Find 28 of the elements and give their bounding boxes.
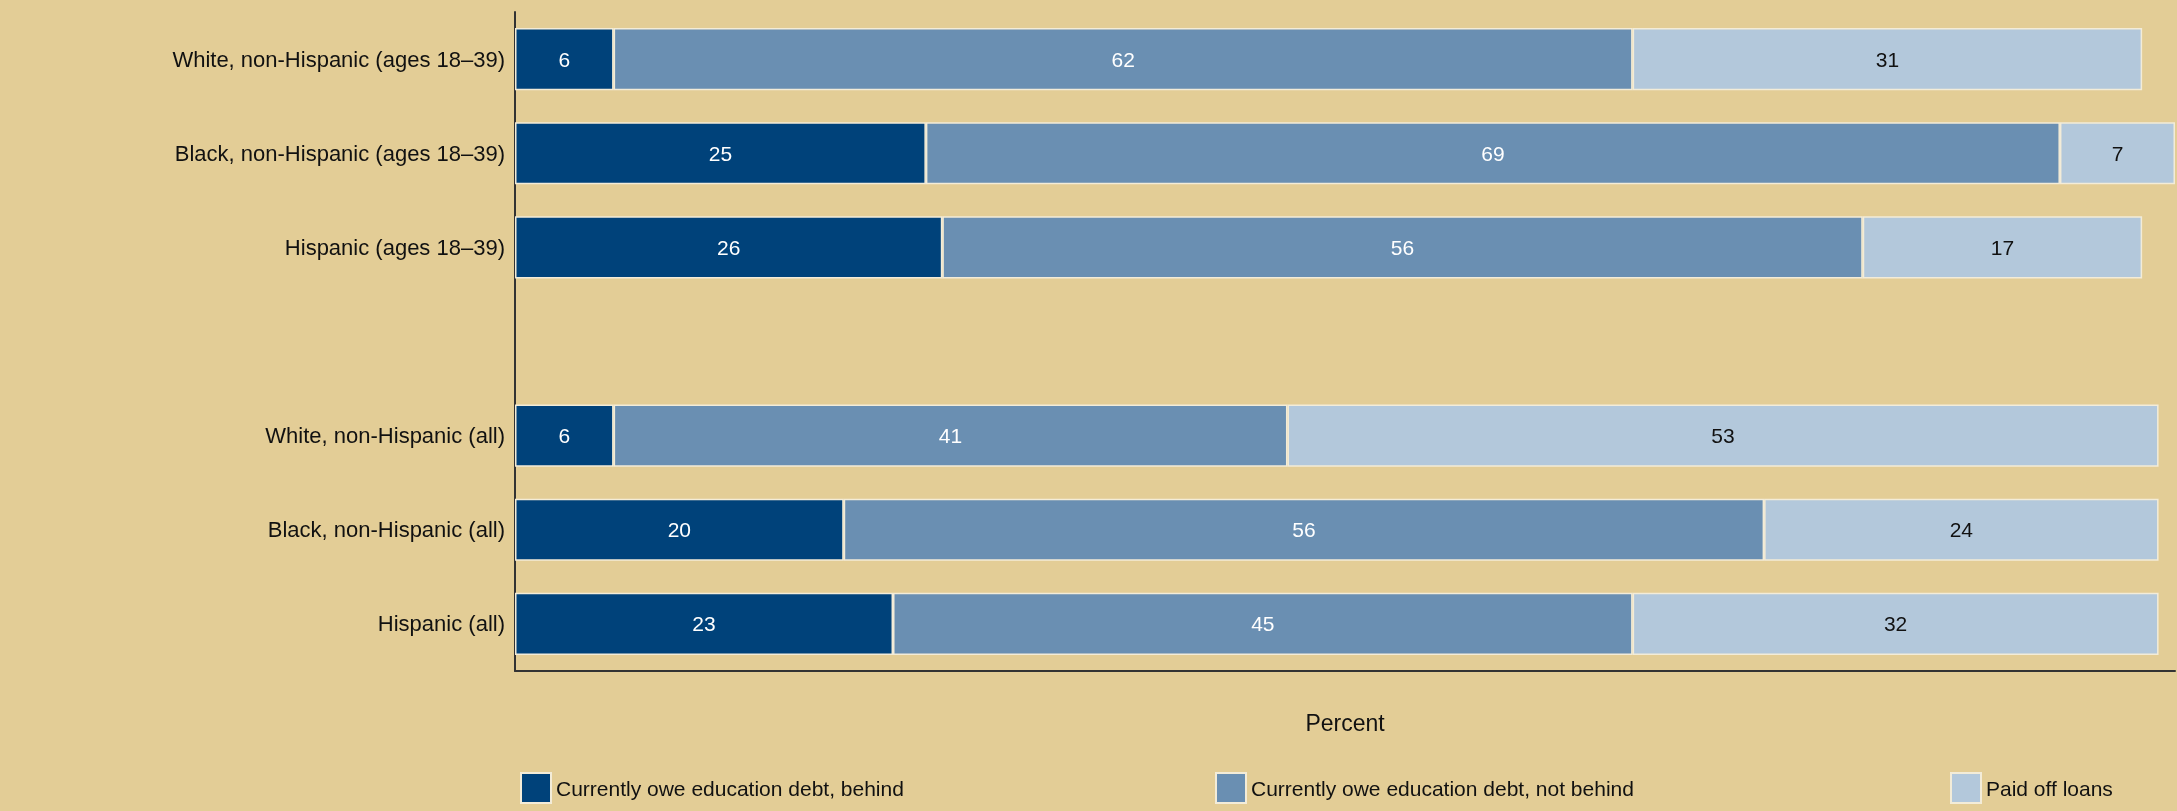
y-tick-label: White, non-Hispanic (all) xyxy=(265,423,505,449)
data-label: 56 xyxy=(1390,235,1415,259)
data-label: 45 xyxy=(1251,612,1275,636)
y-tick-label: White, non-Hispanic (ages 18–39) xyxy=(172,46,505,72)
data-label: 20 xyxy=(667,518,692,542)
data-label: 62 xyxy=(1111,47,1135,71)
data-label: 6 xyxy=(558,424,571,448)
legend-label: Paid off loans xyxy=(1986,776,2113,800)
data-label: 24 xyxy=(1949,518,1974,542)
data-label: 32 xyxy=(1883,612,1908,636)
data-label: 17 xyxy=(1990,235,2015,259)
data-label: 6 xyxy=(558,47,571,71)
data-label: 26 xyxy=(716,235,741,259)
data-label: 31 xyxy=(1875,47,1900,71)
y-tick-label: Hispanic (all) xyxy=(377,611,505,637)
data-label: 53 xyxy=(1711,424,1735,448)
data-label: 69 xyxy=(1481,141,1505,165)
data-label: 41 xyxy=(938,424,963,448)
data-label: 23 xyxy=(692,612,716,636)
y-tick-label: Hispanic (ages 18–39) xyxy=(284,234,505,260)
y-tick-label: Black, non-Hispanic (ages 18–39) xyxy=(174,140,505,166)
x-axis-title: Percent xyxy=(1305,709,1386,736)
data-label: 7 xyxy=(2111,141,2124,165)
y-tick-label: Black, non-Hispanic (all) xyxy=(267,517,505,543)
data-label: 56 xyxy=(1292,518,1316,542)
legend-label: Currently owe education debt, behind xyxy=(556,776,904,800)
legend-label: Currently owe education debt, not behind xyxy=(1251,776,1634,800)
data-label: 25 xyxy=(708,141,733,165)
